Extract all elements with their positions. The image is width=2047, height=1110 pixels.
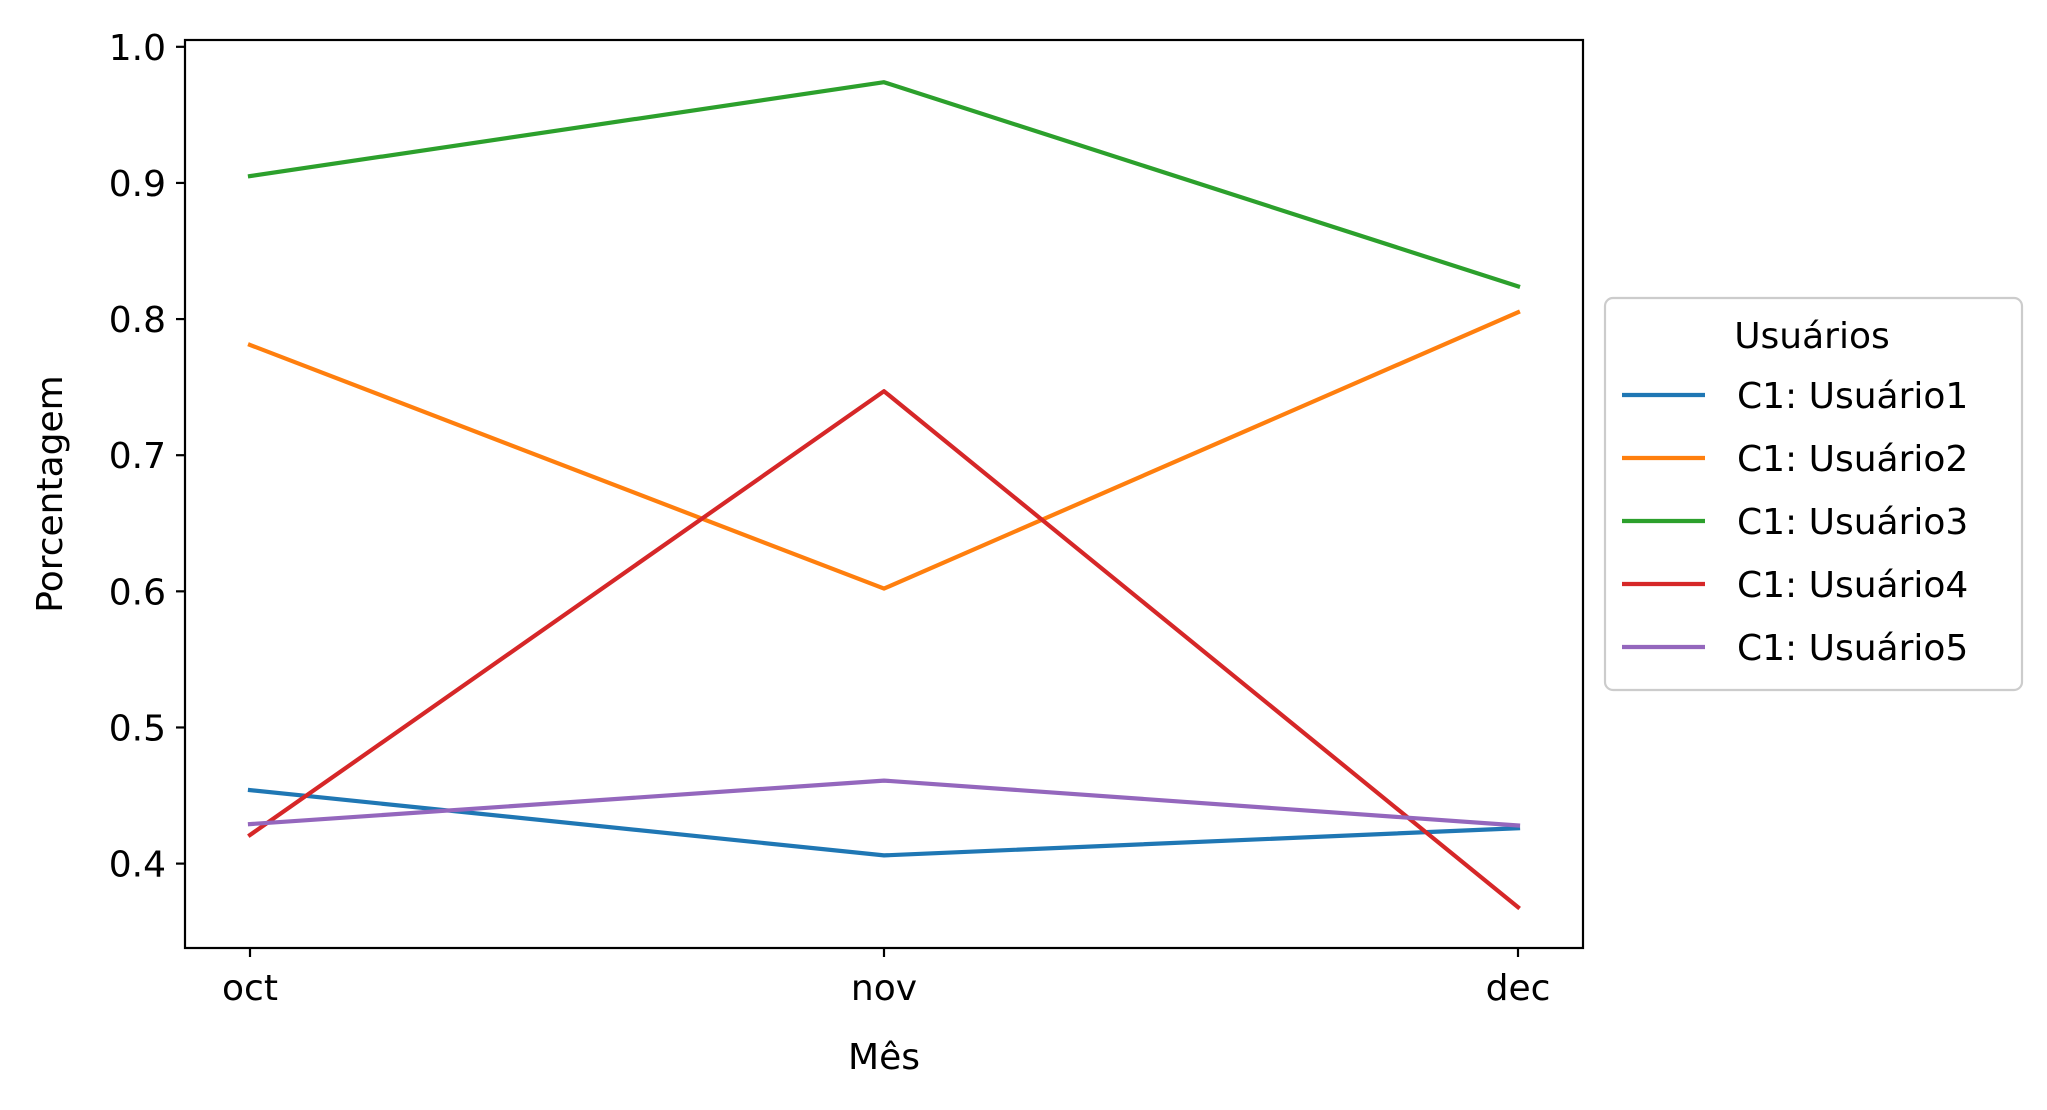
y-tick-label: 0.5 bbox=[109, 708, 166, 749]
y-tick-label: 0.7 bbox=[109, 436, 166, 477]
plot-area-frame bbox=[183, 38, 1585, 950]
x-tick-label: dec bbox=[1486, 968, 1551, 1009]
legend-items: C1: Usuário1 C1: Usuário2 C1: Usuário3 C1: … bbox=[1622, 376, 1968, 669]
legend-title: Usuários bbox=[1734, 316, 1890, 357]
x-axis-title: Mês bbox=[848, 1037, 920, 1078]
legend-label-4: C1: Usuário4 bbox=[1737, 565, 1968, 606]
series-line-4 bbox=[247, 389, 1521, 911]
legend-label-5: C1: Usuário5 bbox=[1737, 628, 1968, 669]
x-axis: oct nov dec bbox=[222, 948, 1550, 1009]
series-line-2 bbox=[247, 309, 1521, 591]
y-axis: 0.4 0.5 0.6 0.7 0.8 0.9 1.0 bbox=[109, 28, 185, 886]
series-line-1 bbox=[247, 787, 1521, 858]
y-axis-title: Porcentagem bbox=[30, 375, 71, 612]
legend-frame bbox=[1603, 296, 2024, 692]
x-tick-label: nov bbox=[851, 968, 917, 1009]
series-line-5 bbox=[247, 778, 1521, 828]
series-layer bbox=[247, 80, 1521, 911]
y-tick-label: 0.4 bbox=[109, 845, 166, 886]
y-tick-label: 0.9 bbox=[109, 164, 166, 205]
legend-label-2: C1: Usuário2 bbox=[1737, 439, 1968, 480]
y-tick-label: 0.6 bbox=[109, 572, 166, 613]
y-tick-label: 0.8 bbox=[109, 300, 166, 341]
y-tick-label: 1.0 bbox=[109, 28, 166, 69]
series-line-3 bbox=[247, 80, 1521, 290]
legend-label-1: C1: Usuário1 bbox=[1737, 376, 1968, 417]
x-tick-label: oct bbox=[222, 968, 278, 1009]
legend-label-3: C1: Usuário3 bbox=[1737, 502, 1968, 543]
